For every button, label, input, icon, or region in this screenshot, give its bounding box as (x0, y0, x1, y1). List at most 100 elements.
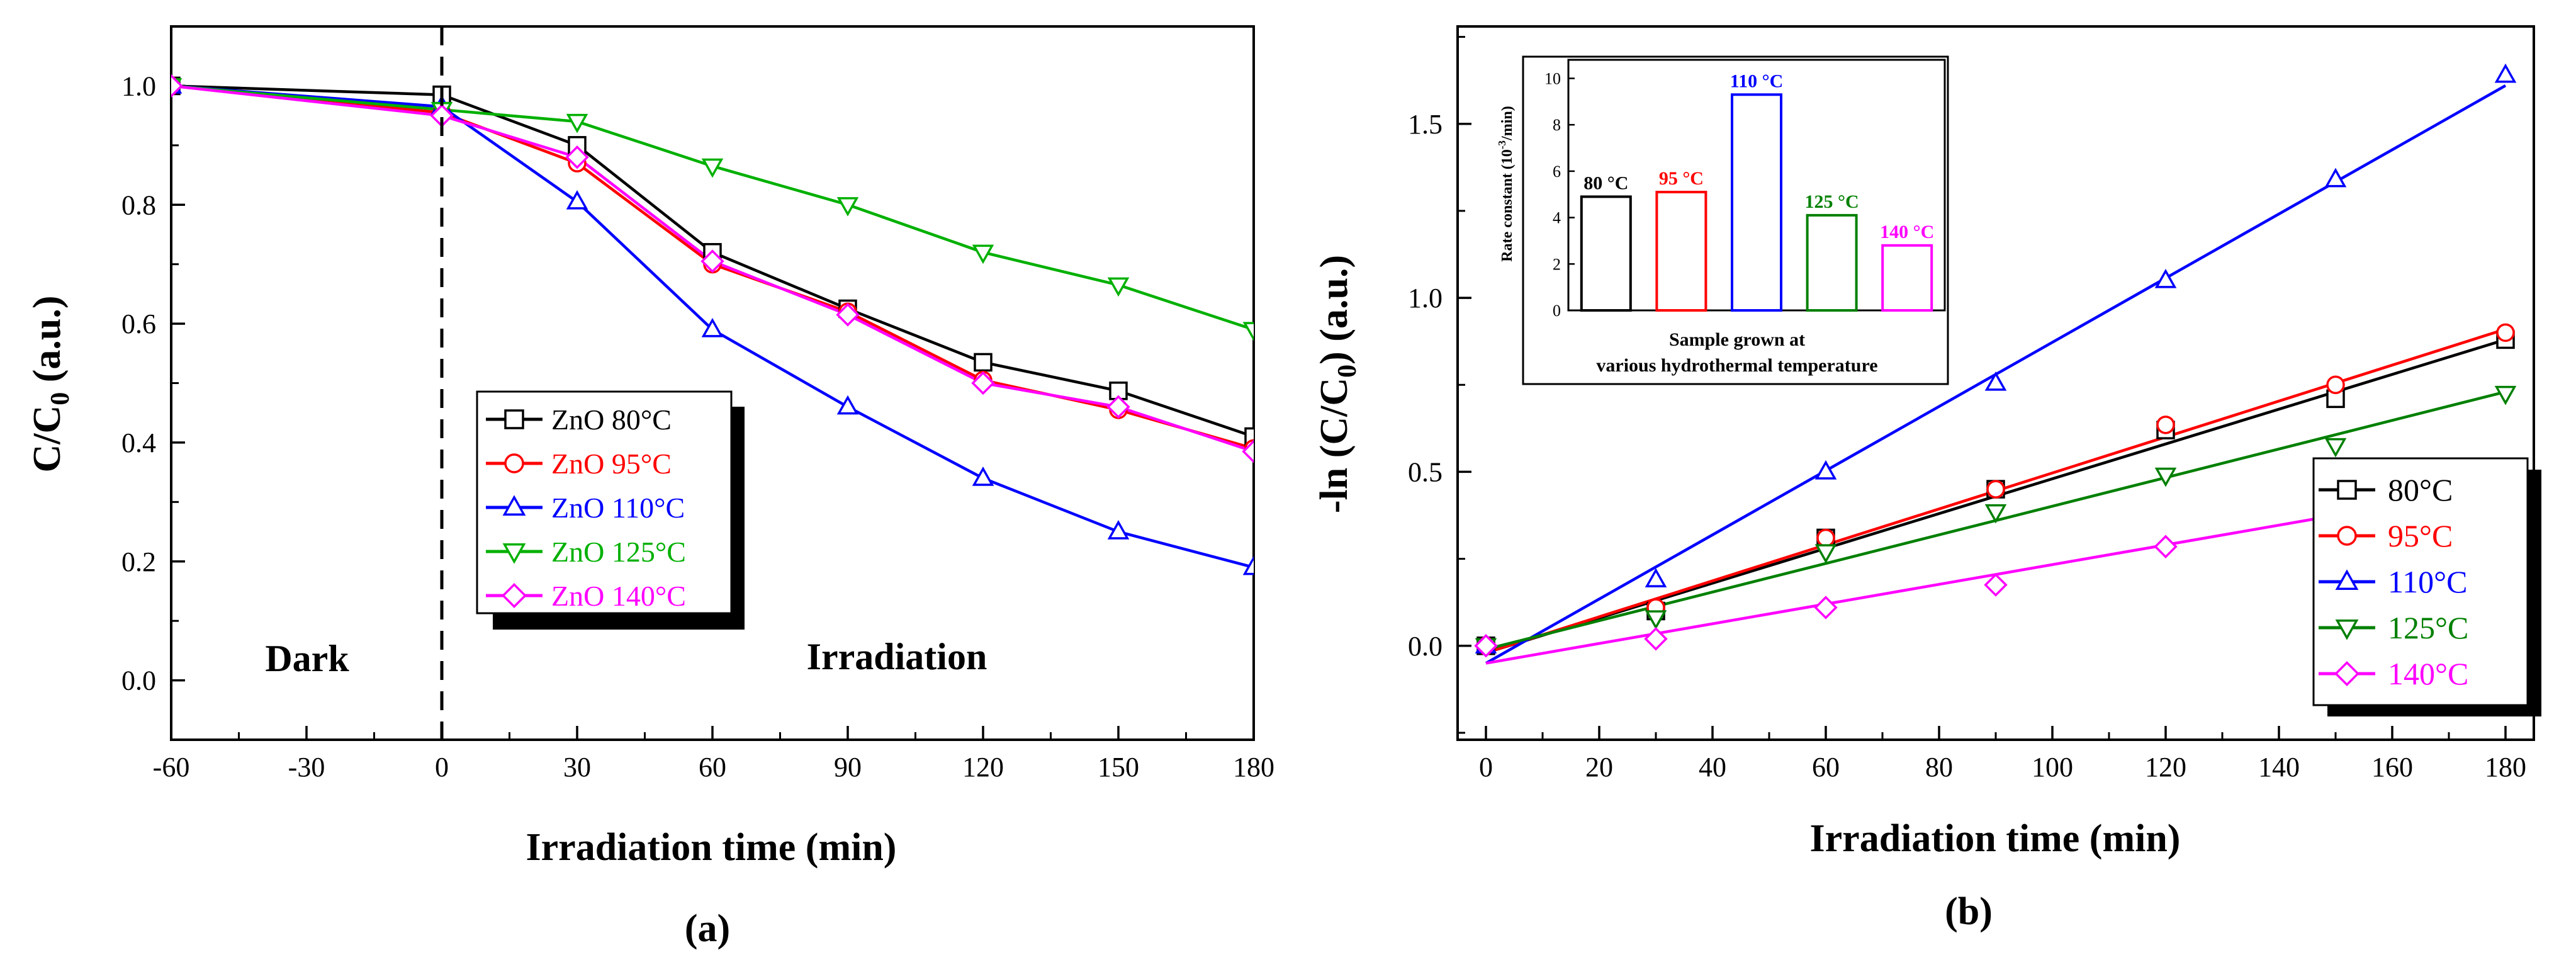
y-tick-label: 1.0 (121, 71, 156, 101)
panel-a-legend: ZnO 80°C ZnO 95°C ZnO 110°C ZnO 125°C ZnO 14… (476, 390, 745, 630)
y-tick-label: 0.8 (121, 190, 156, 220)
inset-bar-label: 95 °C (1659, 168, 1704, 189)
data-point (1242, 555, 1254, 575)
inset-x-axis-title-line1: Sample grown at (1669, 329, 1805, 350)
x-tick-label: 60 (1812, 752, 1840, 783)
legend-label: 80°C (2388, 472, 2453, 507)
data-point (972, 467, 994, 486)
data-point (566, 113, 588, 133)
x-tick-label: 120 (2145, 752, 2186, 783)
legend-label: 110°C (2388, 564, 2468, 599)
y-tick-label: 1.5 (1408, 109, 1443, 140)
inset-bar (1580, 195, 1632, 312)
data-point (2496, 323, 2515, 342)
inset-bar-label: 140 °C (1880, 222, 1934, 242)
data-point (836, 303, 860, 327)
dark-label: Dark (265, 638, 349, 679)
legend-label: 95°C (2388, 518, 2453, 553)
data-point (1814, 596, 1838, 620)
data-point (971, 371, 995, 395)
x-tick-label: 120 (962, 752, 1004, 783)
panel-a-series (171, 74, 1254, 575)
data-point (1474, 634, 1498, 658)
y-tick-label: 0.4 (121, 427, 156, 458)
data-point (171, 74, 183, 98)
data-point (1107, 277, 1130, 297)
panel-b-y-axis-title: -ln (C/C0) (a.u.) (1313, 255, 1362, 513)
series-line (171, 84, 1254, 438)
data-point (1814, 544, 1837, 564)
x-tick-label: 90 (834, 752, 862, 783)
panel-b-x-axis-title: Irradiation time (min) (1810, 817, 2181, 860)
x-tick-label: 80 (1925, 752, 1953, 783)
inset-x-axis-title-line2: various hydrothermal temperature (1596, 355, 1877, 376)
legend-marker (2335, 620, 2359, 640)
legend-marker (502, 583, 527, 608)
x-tick-label: 0 (1479, 752, 1493, 783)
y-tick-label: 0.2 (121, 546, 156, 577)
data-point (2154, 467, 2177, 487)
series-line (171, 84, 1254, 331)
inset-bar-label: 110 °C (1730, 71, 1784, 91)
y-tick-label: 0.0 (121, 665, 156, 696)
x-tick-label: 150 (1098, 752, 1139, 783)
x-tick-label: 60 (699, 752, 726, 783)
data-point (1242, 439, 1254, 463)
data-point (972, 244, 994, 264)
inset-bar (1655, 191, 1707, 312)
data-point (701, 318, 724, 337)
data-point (1984, 504, 2007, 524)
y-tick-label: 0.6 (121, 308, 156, 339)
inset-bar (1806, 213, 1858, 312)
data-point (1984, 573, 2008, 597)
inset-y-tick-label: 8 (1553, 116, 1561, 134)
data-point (1984, 371, 2007, 391)
x-tick-label: 100 (2032, 752, 2073, 783)
x-tick-label: -60 (153, 752, 190, 783)
panel-b-caption: (b) (1945, 890, 1993, 933)
legend-label: ZnO 95°C (551, 448, 672, 480)
legend-label: 140°C (2388, 656, 2468, 691)
x-tick-label: 180 (2485, 752, 2526, 783)
data-point (2156, 416, 2175, 434)
x-tick-label: 180 (1233, 752, 1274, 783)
data-point (2326, 375, 2345, 395)
x-tick-label: 40 (1699, 752, 1726, 783)
panel-a-axes: -60 -30 0 30 60 90 120 150 180 0.0 0.2 0.4 0.6 0.8 1.0 (121, 25, 1274, 783)
x-tick-label: 30 (563, 752, 591, 783)
data-point (974, 353, 993, 372)
data-point (2324, 167, 2347, 188)
data-point (2324, 438, 2347, 458)
data-point (1816, 528, 1835, 548)
x-tick-label: -30 (288, 752, 325, 783)
inset-panel-box (1522, 55, 1949, 385)
irradiation-label: Irradiation (807, 636, 987, 677)
data-point (1814, 460, 1837, 480)
data-point (1107, 520, 1130, 540)
data-point (2494, 63, 2517, 83)
legend-marker (2337, 480, 2357, 500)
y-tick-label: 1.0 (1408, 283, 1443, 314)
y-tick-label: 0.0 (1408, 631, 1443, 662)
data-point (2154, 268, 2177, 288)
legend-marker (502, 495, 526, 516)
inset-bar (1881, 244, 1933, 312)
x-tick-label: 140 (2258, 752, 2300, 783)
data-point (836, 395, 859, 415)
inset-y-axis-title: Rate constant (10-3/min) (1496, 106, 1516, 261)
inset-y-tick-label: 6 (1553, 162, 1561, 181)
x-tick-label: 20 (1585, 752, 1613, 783)
inset-y-tick-label: 2 (1553, 255, 1561, 273)
panel-a-y-axis-title: C/C0 (a.u.) (26, 295, 75, 472)
plot-a-frame (170, 25, 1255, 741)
inset-bar-label: 80 °C (1583, 173, 1628, 193)
legend-marker (2334, 661, 2359, 686)
inset-y-tick-label: 4 (1553, 209, 1561, 227)
legend-label: ZnO 110°C (551, 492, 685, 524)
data-point (701, 158, 724, 178)
panel-a-caption: (a) (685, 907, 730, 950)
panel-b-legend: 80°C 95°C 110°C 125°C 140°C (2312, 457, 2541, 716)
legend-marker (2335, 569, 2359, 590)
series-line (171, 84, 1254, 453)
